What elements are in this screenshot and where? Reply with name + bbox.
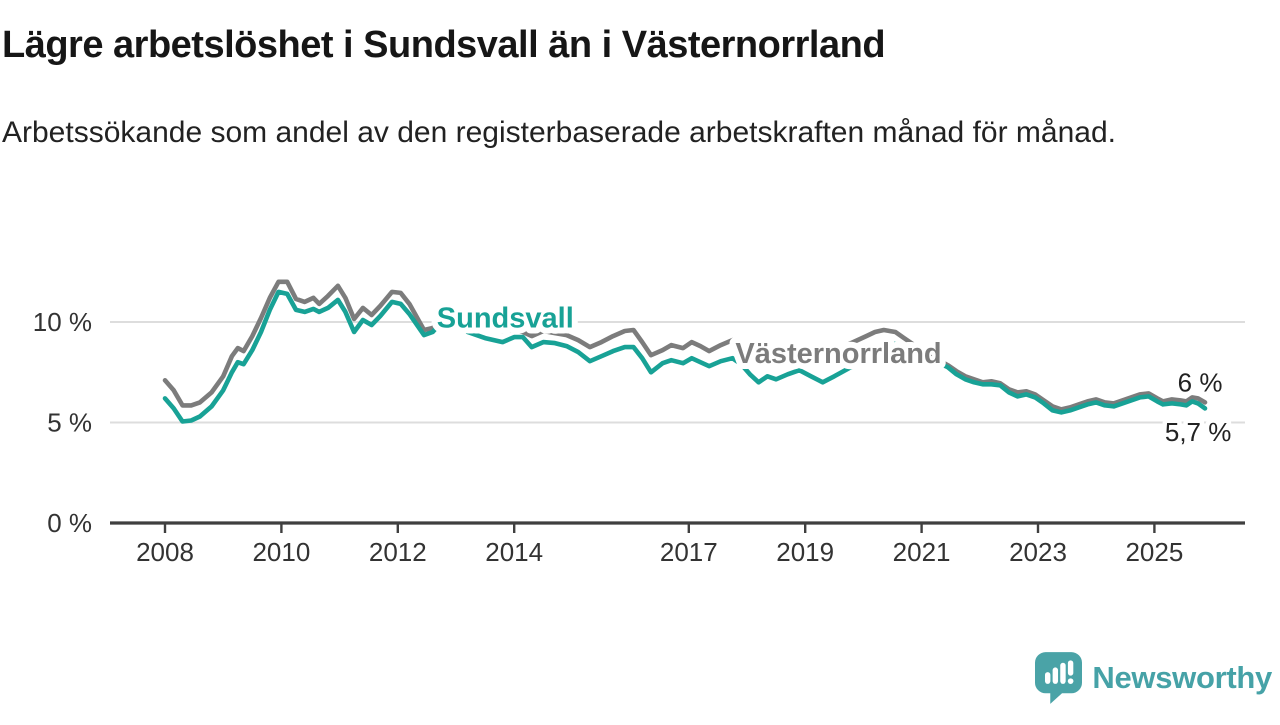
speech-bubble-shape — [1035, 652, 1083, 704]
chart-subtitle: Arbetssökande som andel av den registerb… — [2, 116, 1116, 149]
x-tick-label-2021: 2021 — [893, 537, 951, 567]
bar-chart-bar-3 — [1060, 662, 1067, 684]
x-tick-label-2014: 2014 — [485, 537, 543, 567]
newsworthy-logo-icon — [1035, 652, 1083, 704]
bar-chart-bar-2 — [1053, 667, 1059, 684]
y-tick-label-0pct: 0 % — [47, 508, 92, 538]
x-tick-label-2017: 2017 — [660, 537, 718, 567]
end-value-label-sundsvall: 5,7 % — [1165, 417, 1232, 447]
bar-chart-bar-1 — [1045, 672, 1051, 684]
x-tick-label-2023: 2023 — [1009, 537, 1067, 567]
page-title: Lägre arbetslöshet i Sundsvall än i Väst… — [2, 24, 886, 66]
brand-name: Newsworthy — [1092, 660, 1272, 695]
y-tick-label-5pct: 5 % — [47, 408, 92, 438]
x-tick-label-2019: 2019 — [776, 537, 834, 567]
series-line-västernorrland — [162, 279, 1208, 412]
series-line-sundsvall — [162, 289, 1208, 424]
x-tick-label-2012: 2012 — [369, 537, 427, 567]
series-label-västernorrland: Västernorrland — [735, 338, 941, 370]
x-tick-label-2010: 2010 — [252, 537, 310, 567]
end-value-label-västernorrland: 6 % — [1178, 367, 1223, 397]
exclamation-bar — [1068, 660, 1074, 676]
y-tick-label-10pct: 10 % — [33, 307, 92, 337]
x-tick-label-2008: 2008 — [136, 537, 194, 567]
series-label-sundsvall: Sundsvall — [437, 303, 574, 335]
exclamation-dot — [1068, 678, 1074, 684]
x-tick-label-2025: 2025 — [1125, 537, 1183, 567]
brand-logo: Newsworthy — [1035, 650, 1272, 706]
